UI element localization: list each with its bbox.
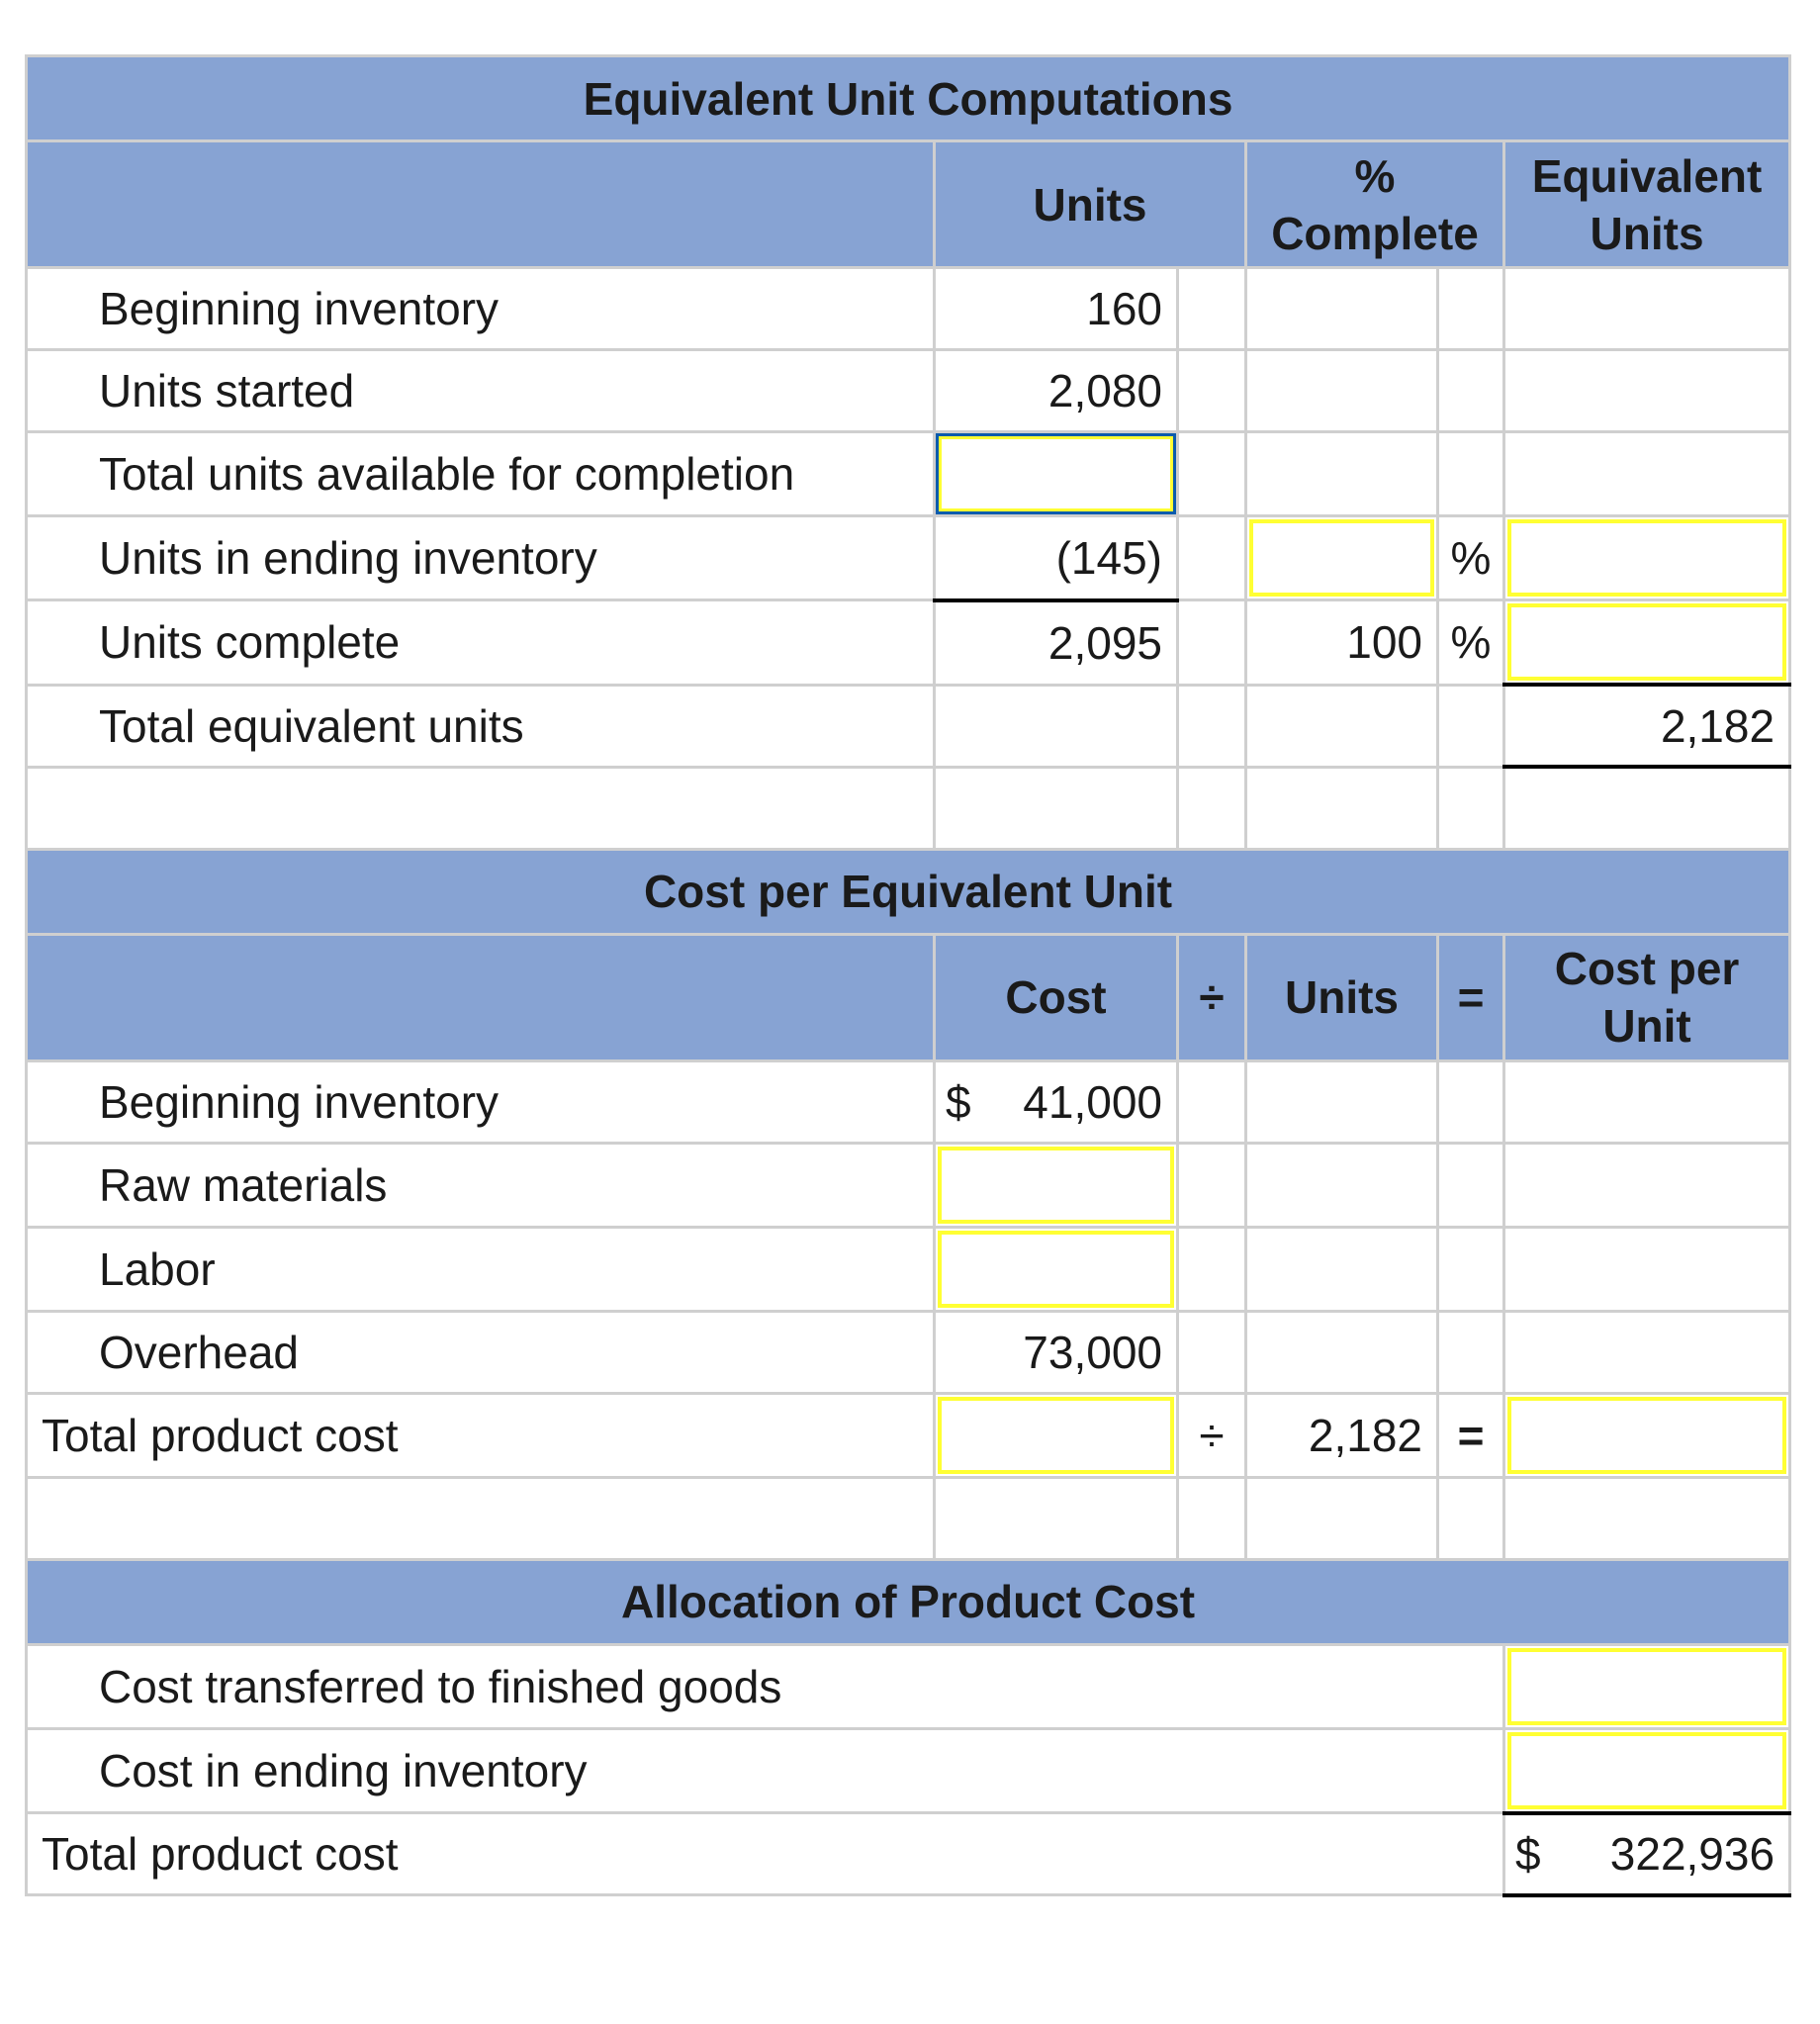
row-total-units-available: Total units available for completion (25, 430, 1792, 517)
ending-pct-complete-input[interactable] (1249, 519, 1434, 597)
row-label: Total equivalent units (25, 683, 936, 769)
row-allocation-total: Total product cost $322,936 (25, 1811, 1792, 1897)
raw-materials-cost-input[interactable] (938, 1146, 1174, 1224)
divide-sign: ÷ (1176, 1391, 1247, 1479)
dollar-sign: $ (946, 1075, 971, 1128)
row-units-complete: Units complete 2,095 100 % (25, 598, 1792, 687)
col-header-pct-complete: % Complete (1244, 139, 1505, 269)
cost-value: 73,000 (933, 1309, 1179, 1395)
row-label: Total product cost (25, 1391, 936, 1479)
row-cost-beginning-inventory: Beginning inventory $41,000 (25, 1058, 1792, 1145)
row-label: Overhead (25, 1309, 936, 1395)
col-header-cost: Cost (933, 932, 1179, 1062)
dollar-sign: $ (1515, 1828, 1541, 1880)
row-label: Total units available for completion (25, 430, 936, 517)
row-label: Cost in ending inventory (25, 1726, 1505, 1814)
row-overhead: Overhead 73,000 (25, 1309, 1792, 1395)
total-units-available-input[interactable] (936, 433, 1176, 514)
cost-per-unit-input[interactable] (1507, 1396, 1787, 1474)
row-label: Beginning inventory (25, 266, 936, 351)
labor-cost-input[interactable] (938, 1230, 1174, 1308)
equals-sign: = (1436, 932, 1505, 1062)
percent-sign: % (1436, 514, 1505, 601)
equals-sign: = (1436, 1391, 1505, 1479)
col-header-units: Units (933, 139, 1247, 269)
section-title-cost-per-unit: Cost per Equivalent Unit (24, 847, 1792, 936)
total-equivalent-units-value: 2,182 (1502, 683, 1792, 769)
divide-sign: ÷ (1176, 932, 1247, 1062)
row-label: Raw materials (25, 1141, 936, 1229)
row-label: Units in ending inventory (25, 514, 936, 601)
section-title-allocation: Allocation of Product Cost (24, 1557, 1792, 1646)
row-cost-ending-inventory: Cost in ending inventory (25, 1726, 1792, 1815)
units-value: 2,095 (933, 598, 1179, 687)
ending-equivalent-units-input[interactable] (1507, 519, 1787, 597)
row-raw-materials: Raw materials (25, 1141, 1792, 1229)
total-product-cost-input[interactable] (938, 1396, 1174, 1474)
section-title-equivalent-units: Equivalent Unit Computations (24, 54, 1792, 142)
row-units-ending-inventory: Units in ending inventory (145) % (25, 514, 1792, 602)
row-label: Units started (25, 348, 936, 433)
row-label: Units complete (25, 598, 936, 687)
row-label: Labor (25, 1225, 936, 1313)
cost-transferred-input[interactable] (1507, 1647, 1787, 1725)
col-header-equivalent-units: Equivalent Units (1502, 139, 1792, 269)
pct-complete-value: 100 (1244, 598, 1439, 687)
row-beginning-inventory: Beginning inventory 160 (25, 266, 1792, 351)
worksheet-table: Equivalent Unit Computations Units % Com… (24, 54, 1792, 1897)
percent-sign: % (1436, 598, 1505, 687)
complete-equivalent-units-input[interactable] (1507, 603, 1787, 681)
row-label: Cost transferred to finished goods (25, 1642, 1505, 1730)
row-label: Total product cost (25, 1811, 1505, 1896)
units-value: 160 (933, 266, 1179, 351)
total-product-cost-value: 322,936 (1609, 1828, 1775, 1880)
row-label: Beginning inventory (25, 1058, 936, 1145)
units-value: (145) (933, 514, 1179, 602)
col-header-cost-per-unit: Cost per Unit (1502, 932, 1792, 1062)
row-units-started: Units started 2,080 (25, 348, 1792, 433)
row-total-equivalent-units: Total equivalent units 2,182 (25, 683, 1792, 769)
col-header-units: Units (1244, 932, 1439, 1062)
row-cost-transferred: Cost transferred to finished goods (25, 1642, 1792, 1730)
units-value: 2,080 (933, 348, 1179, 433)
units-value: 2,182 (1244, 1391, 1439, 1479)
cost-ending-inventory-input[interactable] (1507, 1731, 1787, 1809)
row-total-product-cost-per-unit: Total product cost ÷ 2,182 = (25, 1391, 1792, 1479)
cost-value: 41,000 (1023, 1075, 1162, 1128)
row-labor: Labor (25, 1225, 1792, 1313)
